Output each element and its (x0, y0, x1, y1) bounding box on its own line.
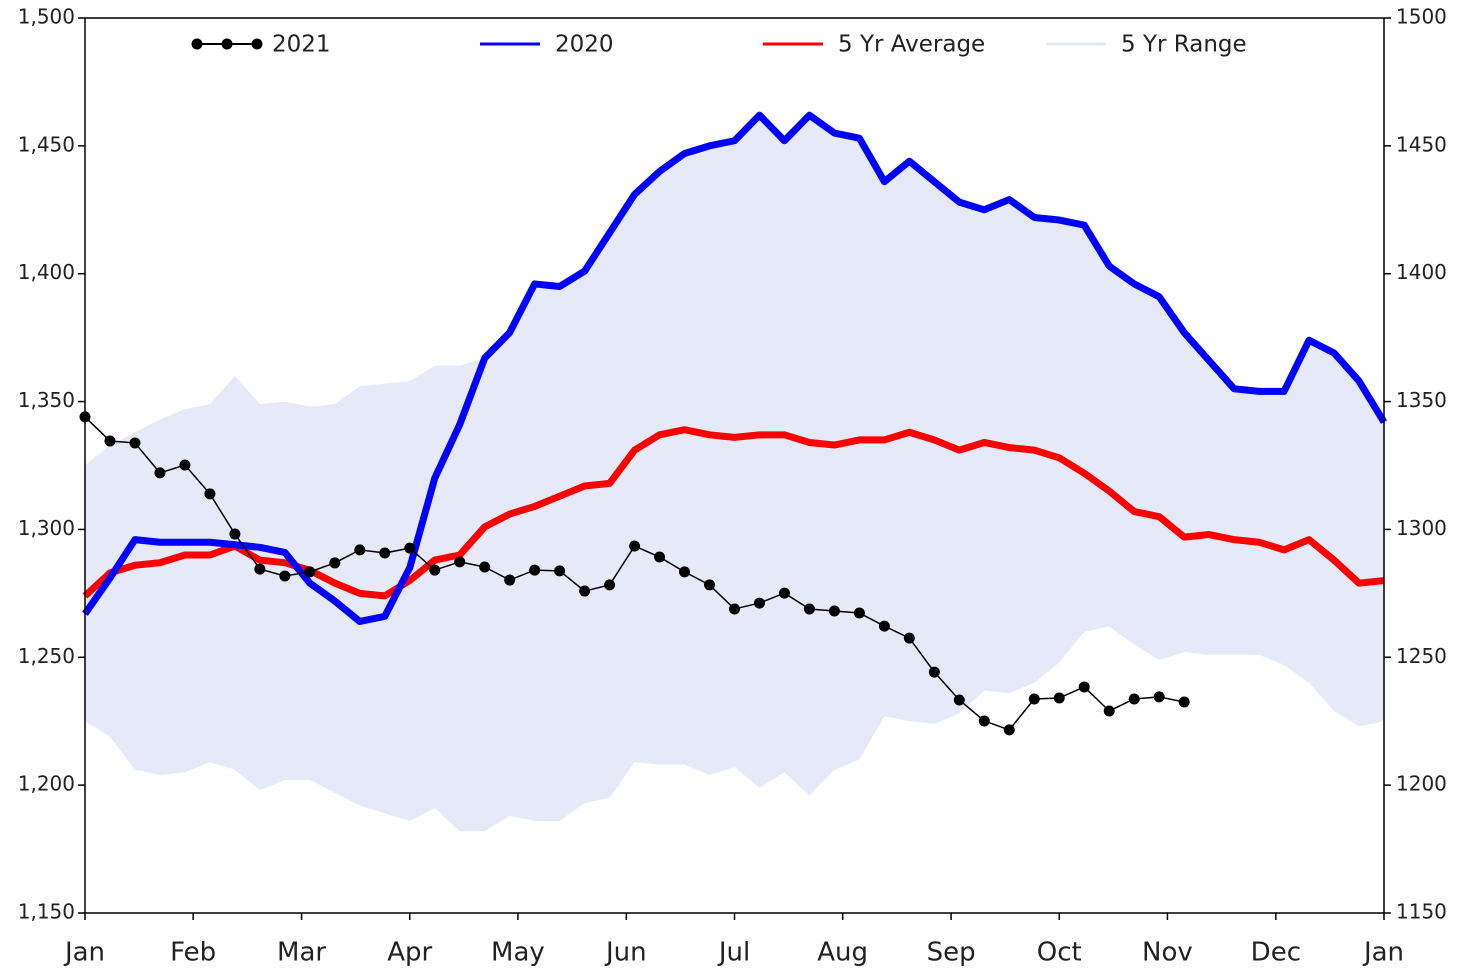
marker (104, 435, 116, 447)
legend-marker (251, 38, 263, 50)
marker (429, 564, 441, 576)
y2-tick-label: 1300 (1396, 516, 1447, 540)
legend-label: 2020 (555, 32, 614, 58)
marker (1078, 681, 1090, 693)
marker (379, 547, 391, 559)
marker (629, 540, 641, 552)
y-tick-label: 1,400 (18, 260, 75, 284)
marker (878, 620, 890, 632)
y-tick-label: 1,300 (18, 516, 75, 540)
y-tick-label: 1,350 (18, 388, 75, 412)
x-tick-label: Jul (717, 938, 750, 968)
marker (279, 570, 291, 582)
x-tick-label: Sep (927, 938, 976, 968)
y-tick-label: 1,450 (18, 132, 75, 156)
marker (1128, 693, 1140, 705)
marker (853, 607, 865, 619)
y2-tick-label: 1500 (1396, 5, 1447, 29)
marker (329, 557, 341, 569)
x-tick-label: Jan (1362, 938, 1404, 968)
x-tick-label: May (491, 938, 545, 968)
marker (953, 694, 965, 706)
x-tick-label: Apr (387, 938, 432, 968)
marker (1053, 692, 1065, 704)
marker (1178, 696, 1190, 708)
y-tick-label: 1,500 (18, 5, 75, 29)
marker (704, 579, 716, 591)
legend-label: 5 Yr Average (838, 32, 985, 58)
marker (828, 605, 840, 617)
x-tick-label: Jan (63, 938, 105, 968)
marker (579, 585, 591, 597)
marker (928, 666, 940, 678)
legend-marker (191, 38, 203, 50)
marker (529, 564, 541, 576)
marker (504, 574, 516, 586)
y-tick-label: 1,200 (18, 772, 75, 796)
y2-tick-label: 1450 (1396, 132, 1447, 156)
marker (154, 467, 166, 479)
y-tick-label: 1,250 (18, 644, 75, 668)
marker (554, 565, 566, 577)
marker (903, 632, 915, 644)
x-tick-label: Nov (1142, 938, 1193, 968)
x-tick-label: Oct (1037, 938, 1082, 968)
marker (1028, 693, 1040, 705)
legend-label: 5 Yr Range (1121, 32, 1247, 58)
legend-marker (221, 38, 233, 50)
marker (229, 528, 241, 540)
marker (179, 459, 191, 471)
y-tick-label: 1,150 (18, 900, 75, 924)
y2-tick-label: 1400 (1396, 260, 1447, 284)
x-tick-label: Feb (170, 938, 216, 968)
marker (729, 603, 740, 615)
marker (354, 544, 366, 556)
marker (454, 556, 466, 568)
marker (204, 488, 216, 500)
y2-tick-label: 1250 (1396, 644, 1447, 668)
marker (1153, 691, 1165, 703)
y2-tick-label: 1350 (1396, 388, 1447, 412)
x-tick-label: Dec (1251, 938, 1301, 968)
x-tick-label: Jun (604, 938, 647, 968)
marker (978, 715, 990, 727)
marker (679, 566, 691, 578)
marker (778, 587, 790, 599)
marker (304, 566, 316, 578)
legend-label: 2021 (272, 32, 331, 58)
y2-tick-label: 1150 (1396, 900, 1447, 924)
y2-tick-label: 1200 (1396, 772, 1447, 796)
marker (753, 597, 765, 609)
marker (604, 579, 616, 591)
marker (479, 561, 491, 573)
marker (1103, 705, 1115, 717)
marker (404, 542, 416, 554)
marker (129, 437, 141, 449)
x-tick-label: Mar (277, 938, 326, 968)
range-area (85, 115, 1384, 832)
marker (1003, 724, 1015, 736)
marker (654, 551, 666, 563)
x-tick-label: Aug (817, 938, 868, 968)
marker (803, 603, 815, 615)
marker (254, 563, 266, 575)
